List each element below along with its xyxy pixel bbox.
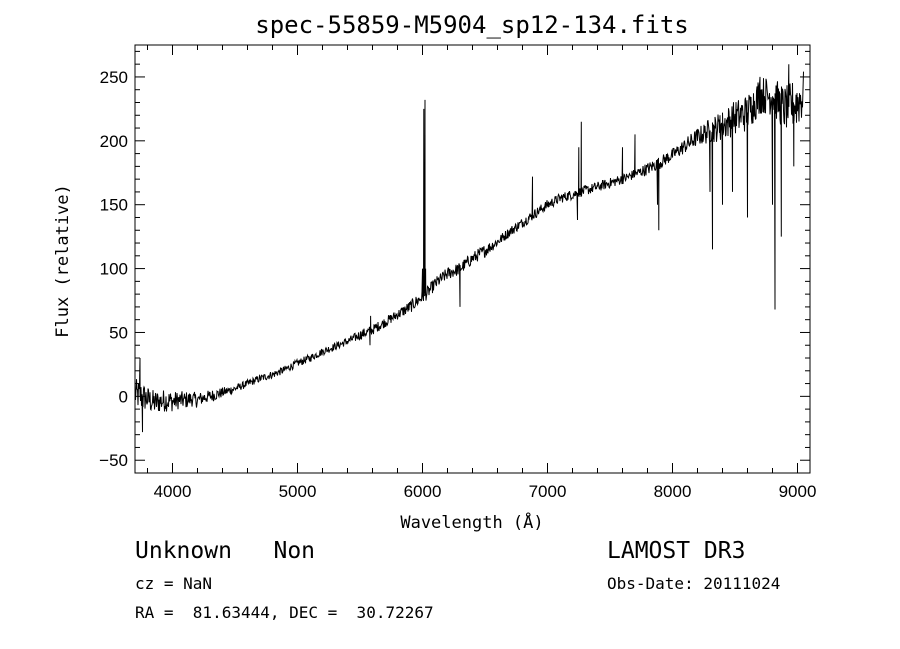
redshift-label: cz = NaN: [135, 574, 213, 593]
obs-date-label: Obs-Date: 20111024: [607, 574, 781, 593]
x-tick-label: 8000: [654, 482, 692, 501]
x-tick-label: 9000: [779, 482, 817, 501]
x-tick-label: 6000: [404, 482, 442, 501]
x-axis: 4000 5000 6000 7000 8000 9000: [147, 45, 817, 501]
x-tick-label: 7000: [529, 482, 567, 501]
y-tick-label: 100: [100, 260, 128, 279]
object-class-label: Unknown Non: [135, 538, 316, 564]
chart-title: spec-55859-M5904_sp12-134.fits: [255, 11, 688, 39]
y-tick-label: 250: [100, 68, 128, 87]
spectrum-line: [134, 64, 804, 433]
y-axis-label: Flux (relative): [53, 184, 73, 338]
y-axis: −50 0 50 100 150 200 250: [99, 50, 810, 470]
x-tick-label: 4000: [154, 482, 192, 501]
y-tick-label: 200: [100, 132, 128, 151]
y-tick-label: −50: [99, 451, 128, 470]
coordinates-label: RA = 81.63444, DEC = 30.72267: [135, 603, 434, 622]
survey-label: LAMOST DR3: [607, 538, 746, 564]
y-tick-label: 150: [100, 196, 128, 215]
y-tick-label: 0: [119, 387, 128, 406]
x-axis-label: Wavelength (Å): [400, 511, 543, 533]
y-tick-label: 50: [109, 323, 128, 342]
x-tick-label: 5000: [279, 482, 317, 501]
